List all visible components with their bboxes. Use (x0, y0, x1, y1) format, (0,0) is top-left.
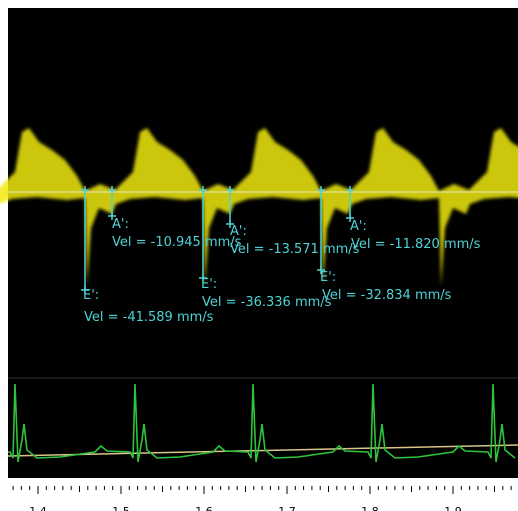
measurement-value: Vel = -10.945 mm/s (112, 235, 242, 250)
measurement-label: A': (230, 224, 247, 239)
axis-label: 1.5 (112, 505, 130, 511)
axis-label: 1.7 (278, 505, 296, 511)
measurement-value: Vel = -36.336 mm/s (202, 295, 332, 310)
measurement-label: A': (350, 219, 367, 234)
ultrasound-screen: E':Vel = -41.589 mm/sA':Vel = -10.945 mm… (0, 0, 518, 511)
axis-label: 1.4 (29, 505, 47, 511)
measurement-value: Vel = -13.571 mm/s (230, 242, 360, 257)
time-axis: 1.4 1.5 1.6 1.7 1.8 1.9 (13, 486, 511, 511)
measurement-label: E': (320, 270, 336, 285)
axis-label: 1.6 (195, 505, 213, 511)
measurement-value: Vel = -11.820 mm/s (351, 237, 481, 252)
axis-label: 1.8 (361, 505, 379, 511)
measurement-label: E': (83, 288, 99, 303)
measurement-value: Vel = -32.834 mm/s (322, 288, 452, 303)
measurement-label: E': (201, 277, 217, 292)
measurement-label: A': (112, 217, 129, 232)
measurement-value: Vel = -41.589 mm/s (84, 310, 214, 325)
axis-label: 1.9 (444, 505, 462, 511)
